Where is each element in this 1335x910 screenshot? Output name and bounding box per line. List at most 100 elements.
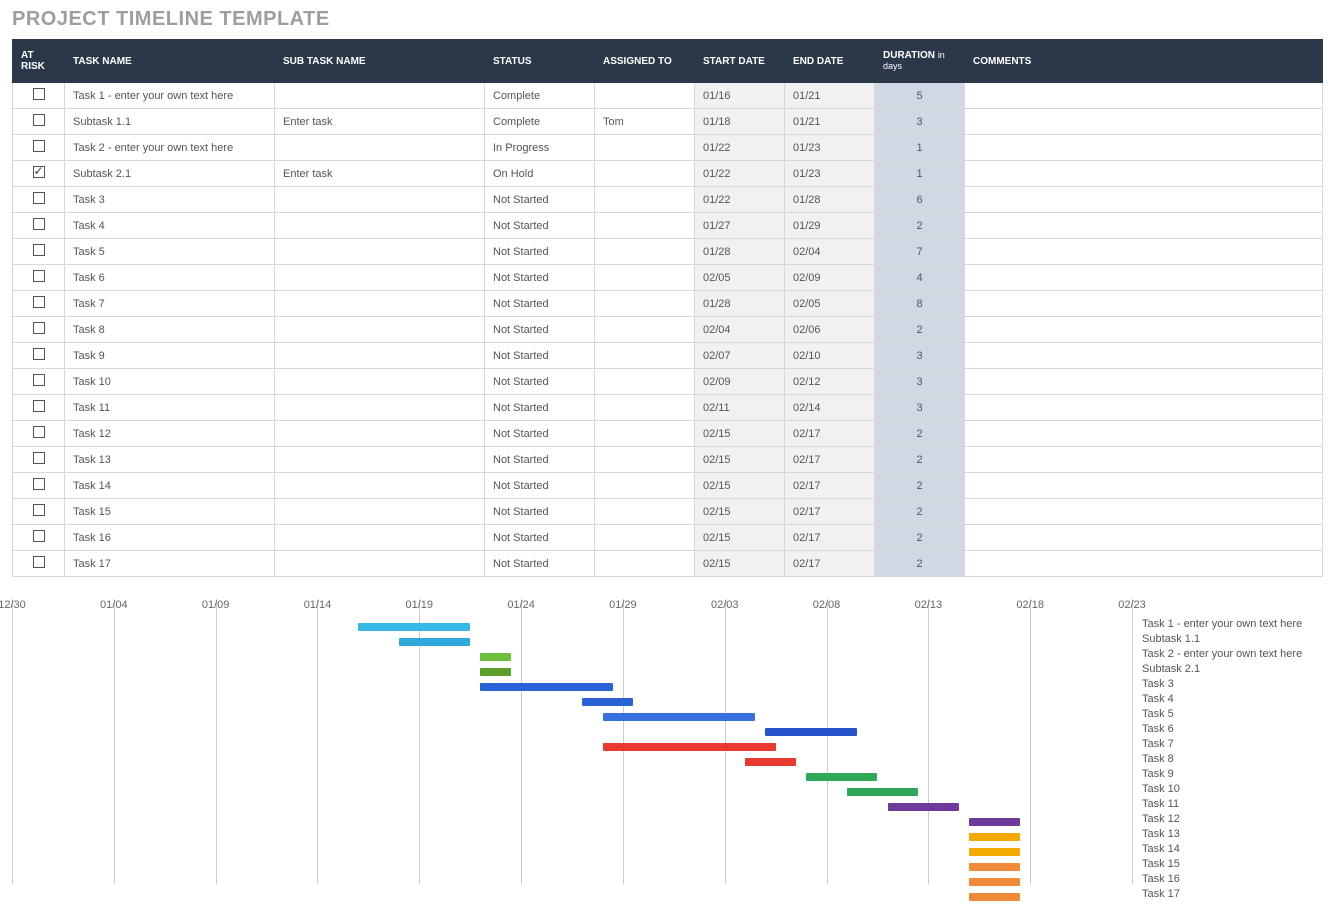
end-date-cell[interactable]: 02/17	[785, 447, 875, 473]
at-risk-cell[interactable]	[13, 135, 65, 161]
gantt-bar[interactable]	[969, 878, 1020, 886]
sub-task-name-cell[interactable]	[275, 395, 485, 421]
task-name-cell[interactable]: Task 10	[65, 369, 275, 395]
comments-cell[interactable]	[965, 499, 1323, 525]
status-cell[interactable]: Complete	[485, 109, 595, 135]
end-date-cell[interactable]: 02/14	[785, 395, 875, 421]
start-date-cell[interactable]: 01/22	[695, 161, 785, 187]
sub-task-name-cell[interactable]	[275, 551, 485, 577]
comments-cell[interactable]	[965, 213, 1323, 239]
sub-task-name-cell[interactable]	[275, 473, 485, 499]
gantt-bar[interactable]	[969, 818, 1020, 826]
status-cell[interactable]: Not Started	[485, 213, 595, 239]
status-cell[interactable]: On Hold	[485, 161, 595, 187]
assigned-to-cell[interactable]	[595, 265, 695, 291]
gantt-bar[interactable]	[480, 668, 511, 676]
start-date-cell[interactable]: 01/16	[695, 83, 785, 109]
at-risk-cell[interactable]	[13, 395, 65, 421]
gantt-bar[interactable]	[765, 728, 857, 736]
status-cell[interactable]: In Progress	[485, 135, 595, 161]
start-date-cell[interactable]: 01/27	[695, 213, 785, 239]
start-date-cell[interactable]: 01/28	[695, 239, 785, 265]
sub-task-name-cell[interactable]	[275, 213, 485, 239]
gantt-bar[interactable]	[969, 833, 1020, 841]
status-cell[interactable]: Not Started	[485, 525, 595, 551]
comments-cell[interactable]	[965, 83, 1323, 109]
at-risk-cell[interactable]	[13, 551, 65, 577]
assigned-to-cell[interactable]	[595, 525, 695, 551]
end-date-cell[interactable]: 02/17	[785, 499, 875, 525]
gantt-bar[interactable]	[480, 683, 612, 691]
at-risk-cell[interactable]	[13, 421, 65, 447]
at-risk-checkbox[interactable]	[33, 166, 45, 178]
sub-task-name-cell[interactable]	[275, 187, 485, 213]
start-date-cell[interactable]: 01/28	[695, 291, 785, 317]
at-risk-checkbox[interactable]	[33, 88, 45, 100]
at-risk-cell[interactable]	[13, 239, 65, 265]
comments-cell[interactable]	[965, 525, 1323, 551]
at-risk-checkbox[interactable]	[33, 192, 45, 204]
gantt-bar[interactable]	[399, 638, 470, 646]
comments-cell[interactable]	[965, 317, 1323, 343]
task-name-cell[interactable]: Task 12	[65, 421, 275, 447]
task-name-cell[interactable]: Task 5	[65, 239, 275, 265]
comments-cell[interactable]	[965, 343, 1323, 369]
comments-cell[interactable]	[965, 473, 1323, 499]
status-cell[interactable]: Not Started	[485, 447, 595, 473]
assigned-to-cell[interactable]	[595, 369, 695, 395]
assigned-to-cell[interactable]	[595, 551, 695, 577]
end-date-cell[interactable]: 01/28	[785, 187, 875, 213]
sub-task-name-cell[interactable]	[275, 421, 485, 447]
at-risk-cell[interactable]	[13, 213, 65, 239]
start-date-cell[interactable]: 02/15	[695, 551, 785, 577]
start-date-cell[interactable]: 02/04	[695, 317, 785, 343]
gantt-bar[interactable]	[969, 863, 1020, 871]
end-date-cell[interactable]: 01/23	[785, 135, 875, 161]
sub-task-name-cell[interactable]	[275, 343, 485, 369]
at-risk-checkbox[interactable]	[33, 426, 45, 438]
at-risk-cell[interactable]	[13, 109, 65, 135]
comments-cell[interactable]	[965, 395, 1323, 421]
at-risk-cell[interactable]	[13, 343, 65, 369]
status-cell[interactable]: Not Started	[485, 395, 595, 421]
status-cell[interactable]: Not Started	[485, 187, 595, 213]
sub-task-name-cell[interactable]	[275, 291, 485, 317]
assigned-to-cell[interactable]	[595, 83, 695, 109]
at-risk-checkbox[interactable]	[33, 114, 45, 126]
sub-task-name-cell[interactable]	[275, 83, 485, 109]
assigned-to-cell[interactable]: Tom	[595, 109, 695, 135]
gantt-bar[interactable]	[745, 758, 796, 766]
at-risk-checkbox[interactable]	[33, 140, 45, 152]
task-name-cell[interactable]: Task 2 - enter your own text here	[65, 135, 275, 161]
start-date-cell[interactable]: 01/22	[695, 135, 785, 161]
end-date-cell[interactable]: 01/21	[785, 83, 875, 109]
gantt-bar[interactable]	[603, 713, 756, 721]
assigned-to-cell[interactable]	[595, 135, 695, 161]
gantt-bar[interactable]	[969, 893, 1020, 901]
assigned-to-cell[interactable]	[595, 161, 695, 187]
status-cell[interactable]: Not Started	[485, 551, 595, 577]
at-risk-checkbox[interactable]	[33, 556, 45, 568]
at-risk-checkbox[interactable]	[33, 400, 45, 412]
task-name-cell[interactable]: Task 11	[65, 395, 275, 421]
at-risk-cell[interactable]	[13, 83, 65, 109]
gantt-bar[interactable]	[603, 743, 776, 751]
task-name-cell[interactable]: Task 13	[65, 447, 275, 473]
end-date-cell[interactable]: 02/17	[785, 473, 875, 499]
sub-task-name-cell[interactable]	[275, 499, 485, 525]
status-cell[interactable]: Not Started	[485, 343, 595, 369]
gantt-bar[interactable]	[847, 788, 918, 796]
start-date-cell[interactable]: 02/15	[695, 447, 785, 473]
gantt-bar[interactable]	[358, 623, 470, 631]
comments-cell[interactable]	[965, 447, 1323, 473]
start-date-cell[interactable]: 02/09	[695, 369, 785, 395]
end-date-cell[interactable]: 02/17	[785, 421, 875, 447]
at-risk-cell[interactable]	[13, 291, 65, 317]
assigned-to-cell[interactable]	[595, 395, 695, 421]
end-date-cell[interactable]: 02/09	[785, 265, 875, 291]
end-date-cell[interactable]: 02/05	[785, 291, 875, 317]
status-cell[interactable]: Not Started	[485, 473, 595, 499]
status-cell[interactable]: Not Started	[485, 291, 595, 317]
end-date-cell[interactable]: 02/10	[785, 343, 875, 369]
assigned-to-cell[interactable]	[595, 421, 695, 447]
